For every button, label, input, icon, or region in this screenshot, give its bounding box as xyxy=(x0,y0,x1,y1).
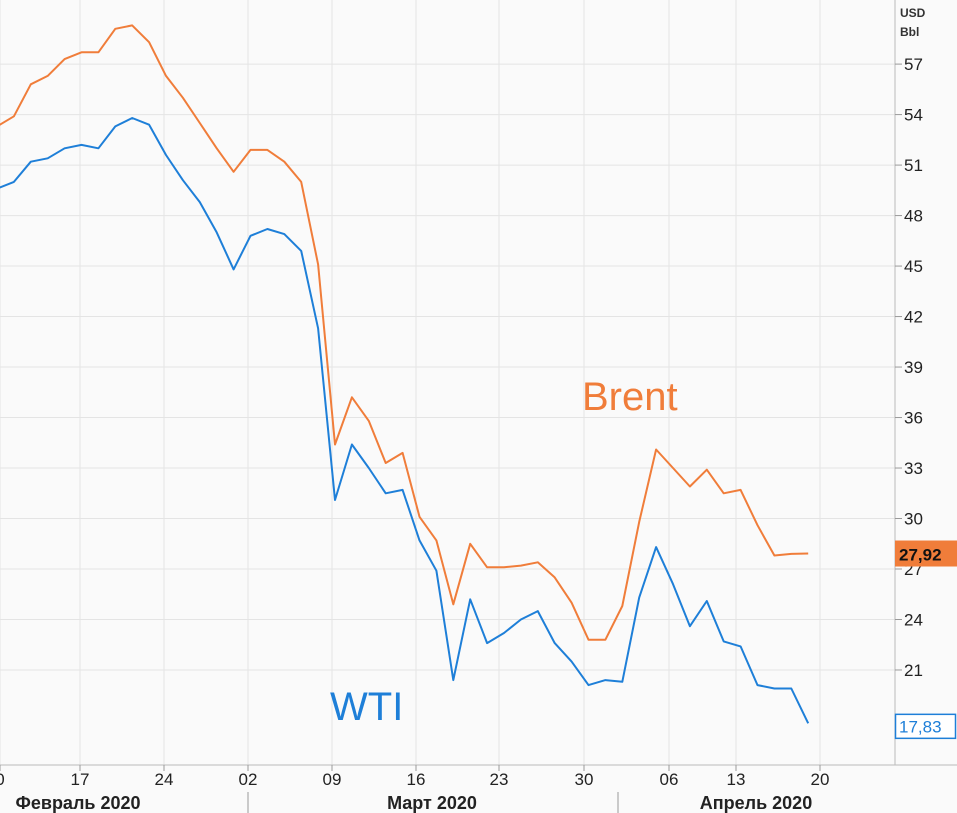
x-tick-label: 20 xyxy=(811,770,830,789)
y-tick-label: 21 xyxy=(904,661,923,680)
y-tick-label: 36 xyxy=(904,409,923,428)
x-tick-label: 09 xyxy=(323,770,342,789)
y-tick-label: 39 xyxy=(904,358,923,377)
brent-last-value: 27,92 xyxy=(899,546,942,565)
brent-last-value-box xyxy=(895,540,957,567)
x-tick-label: 02 xyxy=(239,770,258,789)
y-tick-label: 45 xyxy=(904,257,923,276)
y-tick-label: 54 xyxy=(904,106,923,125)
unit-label-bbl: Bbl xyxy=(900,25,919,39)
y-tick-label: 48 xyxy=(904,207,923,226)
x-tick-label: 30 xyxy=(575,770,594,789)
brent-series-label: Brent xyxy=(582,375,678,419)
y-tick-label: 24 xyxy=(904,610,923,629)
month-label-apr: Апрель 2020 xyxy=(700,793,812,813)
y-tick-label: 51 xyxy=(904,156,923,175)
last-value-labels: 27,92 17,83 xyxy=(894,540,957,740)
x-tick-label: 13 xyxy=(727,770,746,789)
month-label-mar: Март 2020 xyxy=(387,793,477,813)
wti-series-label: WTI xyxy=(330,685,403,729)
y-tick-label: 30 xyxy=(904,510,923,529)
grid xyxy=(0,0,895,765)
series-lines xyxy=(0,24,810,724)
x-tick-label: 16 xyxy=(407,770,426,789)
x-tick-label: 17 xyxy=(71,770,90,789)
series-line-brent xyxy=(0,24,809,641)
y-tick-label: 33 xyxy=(904,459,923,478)
month-label-feb: Февраль 2020 xyxy=(16,793,141,813)
month-labels: Февраль 2020 Март 2020 Апрель 2020 xyxy=(16,792,812,813)
x-tick-label: 06 xyxy=(660,770,679,789)
x-axis-ticks: 0 17 24 02 09 16 23 30 06 13 20 xyxy=(0,765,829,789)
wti-last-value: 17,83 xyxy=(899,717,942,736)
y-tick-label: 42 xyxy=(904,308,923,327)
unit-label-usd: USD xyxy=(900,6,926,20)
wti-last-value-box xyxy=(894,713,957,740)
series-line-wti xyxy=(0,117,810,724)
y-tick-label: 57 xyxy=(904,55,923,74)
x-tick-label: 24 xyxy=(155,770,174,789)
x-tick-label: 23 xyxy=(490,770,509,789)
x-tick-label: 0 xyxy=(0,770,5,789)
